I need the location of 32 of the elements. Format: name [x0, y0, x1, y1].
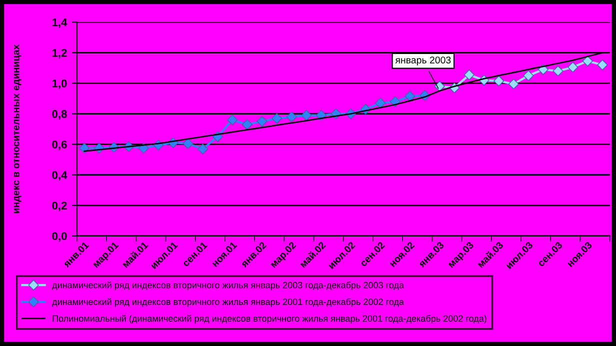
point: [198, 144, 208, 154]
legend-label: динамический ряд индексов вторичного жилья январь 2001 года-декабрь 2002 года: [52, 298, 404, 307]
point: [523, 70, 534, 81]
annotation: январь 2003: [395, 56, 451, 66]
point: [582, 56, 593, 66]
y-tick-label: 1,4: [52, 18, 68, 28]
point: [375, 98, 386, 108]
point: [182, 138, 194, 149]
point: [508, 78, 519, 90]
point: [464, 70, 474, 80]
y-tick-label: 1,0: [52, 80, 67, 89]
point: [272, 113, 282, 124]
y-tick-label: 0,6: [52, 140, 67, 150]
point: [552, 66, 564, 76]
point: [79, 142, 90, 154]
y-tick-label: 0,8: [52, 110, 67, 120]
y-tick-label: 0,0: [52, 232, 67, 242]
y-tick-label: 0,2: [52, 202, 67, 212]
point: [404, 90, 416, 102]
point: [286, 112, 297, 122]
point: [597, 60, 608, 70]
point: [256, 116, 268, 127]
point: [568, 62, 578, 72]
point: [242, 119, 252, 130]
y-tick-label: 0,4: [52, 171, 68, 181]
point: [301, 110, 312, 121]
y-axis-title: индекс в относительных единицах: [14, 44, 22, 214]
point: [494, 76, 504, 86]
y-tick-label: 1,2: [52, 48, 67, 58]
point: [227, 114, 238, 126]
legend-label: Полиномиальный (динамический ряд индексов вторичного жилья январь 2001 года-декабрь 2002 года): [52, 314, 486, 324]
legend-label: динамический ряд индексов вторичного жилья январь 2003 года-декабрь 2003 года: [52, 282, 404, 290]
